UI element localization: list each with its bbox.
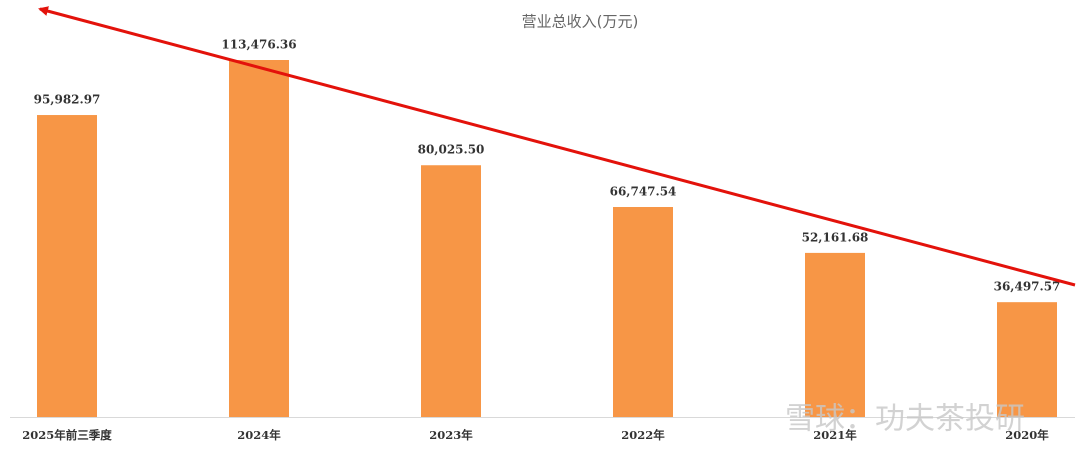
x-tick-label: 2022年 [621, 428, 665, 442]
value-label: 36,497.57 [994, 280, 1061, 294]
bar [997, 302, 1057, 417]
x-tick-label: 2025年前三季度 [22, 428, 112, 442]
trend-arrow [38, 6, 1076, 287]
value-label: 113,476.36 [221, 38, 296, 52]
bar [805, 252, 865, 417]
chart-title: 营业总收入(万元) [522, 13, 639, 31]
value-label: 52,161.68 [802, 230, 869, 244]
bar [421, 165, 481, 417]
watermark: 雪球：功夫茶投研 [785, 402, 1025, 437]
value-label: 66,747.54 [610, 185, 677, 199]
x-tick-label: 2020年 [1005, 428, 1049, 442]
bar [37, 115, 97, 417]
bar [229, 60, 289, 417]
x-tick-label: 2021年 [813, 428, 857, 442]
x-tick-label: 2023年 [429, 428, 473, 442]
value-label: 80,025.50 [418, 143, 485, 157]
value-label: 95,982.97 [34, 93, 101, 107]
bar [613, 207, 673, 417]
x-tick-label: 2024年 [237, 428, 281, 442]
